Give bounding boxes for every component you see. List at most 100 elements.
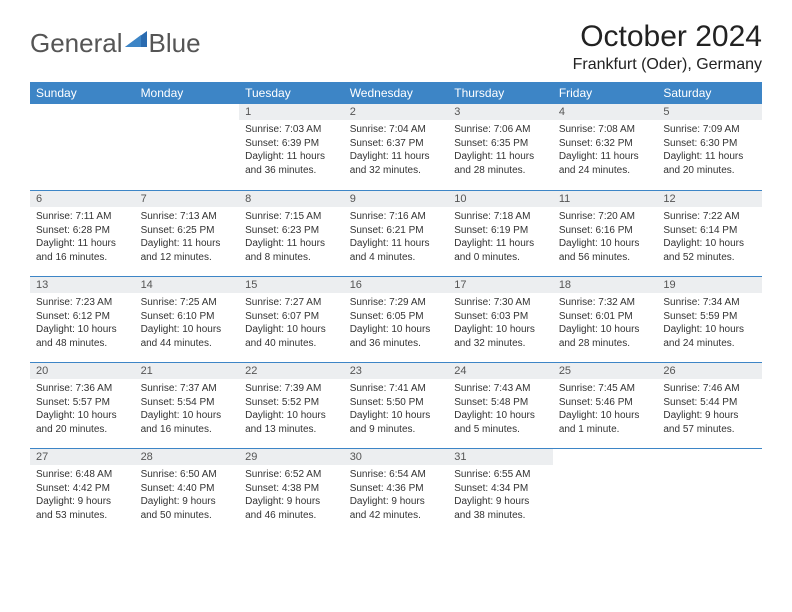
day-details: Sunrise: 7:39 AMSunset: 5:52 PMDaylight:…	[239, 379, 344, 440]
calendar-cell: 24Sunrise: 7:43 AMSunset: 5:48 PMDayligh…	[448, 362, 553, 448]
location-label: Frankfurt (Oder), Germany	[573, 56, 762, 74]
logo-triangle-icon	[125, 29, 147, 51]
sunrise-text: Sunrise: 7:06 AM	[454, 123, 547, 137]
sunset-text: Sunset: 4:36 PM	[350, 482, 443, 496]
calendar-table: SundayMondayTuesdayWednesdayThursdayFrid…	[30, 82, 762, 534]
day-number: 16	[344, 277, 449, 293]
day-number: 17	[448, 277, 553, 293]
daylight-text: Daylight: 11 hours and 8 minutes.	[245, 237, 338, 264]
sunrise-text: Sunrise: 7:18 AM	[454, 210, 547, 224]
daylight-text: Daylight: 10 hours and 32 minutes.	[454, 323, 547, 350]
logo: General Blue	[30, 28, 201, 59]
day-number: 4	[553, 104, 658, 120]
sunset-text: Sunset: 6:21 PM	[350, 224, 443, 238]
sunrise-text: Sunrise: 7:23 AM	[36, 296, 129, 310]
day-number: 25	[553, 363, 658, 379]
calendar-cell: 21Sunrise: 7:37 AMSunset: 5:54 PMDayligh…	[135, 362, 240, 448]
calendar-cell: 2Sunrise: 7:04 AMSunset: 6:37 PMDaylight…	[344, 104, 449, 190]
day-number: 28	[135, 449, 240, 465]
calendar-week-row: 27Sunrise: 6:48 AMSunset: 4:42 PMDayligh…	[30, 448, 762, 534]
day-number: 13	[30, 277, 135, 293]
day-details: Sunrise: 6:48 AMSunset: 4:42 PMDaylight:…	[30, 465, 135, 526]
sunrise-text: Sunrise: 7:03 AM	[245, 123, 338, 137]
day-number: 27	[30, 449, 135, 465]
daylight-text: Daylight: 9 hours and 50 minutes.	[141, 495, 234, 522]
month-title: October 2024	[573, 20, 762, 54]
sunrise-text: Sunrise: 6:55 AM	[454, 468, 547, 482]
daylight-text: Daylight: 11 hours and 28 minutes.	[454, 150, 547, 177]
header: General Blue October 2024 Frankfurt (Ode…	[30, 20, 762, 74]
daylight-text: Daylight: 11 hours and 4 minutes.	[350, 237, 443, 264]
daylight-text: Daylight: 10 hours and 36 minutes.	[350, 323, 443, 350]
sunset-text: Sunset: 6:01 PM	[559, 310, 652, 324]
calendar-cell: 15Sunrise: 7:27 AMSunset: 6:07 PMDayligh…	[239, 276, 344, 362]
calendar-cell: 20Sunrise: 7:36 AMSunset: 5:57 PMDayligh…	[30, 362, 135, 448]
sunrise-text: Sunrise: 6:52 AM	[245, 468, 338, 482]
daylight-text: Daylight: 10 hours and 28 minutes.	[559, 323, 652, 350]
calendar-header-row: SundayMondayTuesdayWednesdayThursdayFrid…	[30, 82, 762, 104]
daylight-text: Daylight: 10 hours and 24 minutes.	[663, 323, 756, 350]
daylight-text: Daylight: 10 hours and 44 minutes.	[141, 323, 234, 350]
calendar-cell: 14Sunrise: 7:25 AMSunset: 6:10 PMDayligh…	[135, 276, 240, 362]
day-number: 5	[657, 104, 762, 120]
sunset-text: Sunset: 5:54 PM	[141, 396, 234, 410]
sunset-text: Sunset: 5:52 PM	[245, 396, 338, 410]
calendar-cell: 11Sunrise: 7:20 AMSunset: 6:16 PMDayligh…	[553, 190, 658, 276]
daylight-text: Daylight: 11 hours and 16 minutes.	[36, 237, 129, 264]
day-details: Sunrise: 6:55 AMSunset: 4:34 PMDaylight:…	[448, 465, 553, 526]
calendar-week-row: 20Sunrise: 7:36 AMSunset: 5:57 PMDayligh…	[30, 362, 762, 448]
sunset-text: Sunset: 5:59 PM	[663, 310, 756, 324]
daylight-text: Daylight: 10 hours and 9 minutes.	[350, 409, 443, 436]
day-details: Sunrise: 7:23 AMSunset: 6:12 PMDaylight:…	[30, 293, 135, 354]
day-details: Sunrise: 7:20 AMSunset: 6:16 PMDaylight:…	[553, 207, 658, 268]
calendar-cell: 26Sunrise: 7:46 AMSunset: 5:44 PMDayligh…	[657, 362, 762, 448]
weekday-header: Saturday	[657, 82, 762, 104]
day-number: 15	[239, 277, 344, 293]
sunset-text: Sunset: 6:28 PM	[36, 224, 129, 238]
sunrise-text: Sunrise: 7:25 AM	[141, 296, 234, 310]
daylight-text: Daylight: 10 hours and 1 minute.	[559, 409, 652, 436]
day-details: Sunrise: 6:50 AMSunset: 4:40 PMDaylight:…	[135, 465, 240, 526]
sunset-text: Sunset: 4:42 PM	[36, 482, 129, 496]
sunset-text: Sunset: 6:03 PM	[454, 310, 547, 324]
daylight-text: Daylight: 11 hours and 12 minutes.	[141, 237, 234, 264]
weekday-header: Sunday	[30, 82, 135, 104]
sunset-text: Sunset: 5:46 PM	[559, 396, 652, 410]
calendar-cell: ..	[553, 448, 658, 534]
calendar-cell: ..	[135, 104, 240, 190]
day-details: Sunrise: 7:06 AMSunset: 6:35 PMDaylight:…	[448, 120, 553, 181]
calendar-cell: 3Sunrise: 7:06 AMSunset: 6:35 PMDaylight…	[448, 104, 553, 190]
sunrise-text: Sunrise: 7:27 AM	[245, 296, 338, 310]
sunrise-text: Sunrise: 7:46 AM	[663, 382, 756, 396]
calendar-cell: 28Sunrise: 6:50 AMSunset: 4:40 PMDayligh…	[135, 448, 240, 534]
day-number: 1	[239, 104, 344, 120]
calendar-cell: ..	[657, 448, 762, 534]
weekday-header: Friday	[553, 82, 658, 104]
sunrise-text: Sunrise: 7:04 AM	[350, 123, 443, 137]
daylight-text: Daylight: 10 hours and 13 minutes.	[245, 409, 338, 436]
sunset-text: Sunset: 6:14 PM	[663, 224, 756, 238]
day-details: Sunrise: 7:16 AMSunset: 6:21 PMDaylight:…	[344, 207, 449, 268]
day-number: 23	[344, 363, 449, 379]
calendar-cell: 18Sunrise: 7:32 AMSunset: 6:01 PMDayligh…	[553, 276, 658, 362]
sunrise-text: Sunrise: 7:16 AM	[350, 210, 443, 224]
sunrise-text: Sunrise: 7:13 AM	[141, 210, 234, 224]
daylight-text: Daylight: 10 hours and 48 minutes.	[36, 323, 129, 350]
day-details: Sunrise: 7:25 AMSunset: 6:10 PMDaylight:…	[135, 293, 240, 354]
sunrise-text: Sunrise: 7:41 AM	[350, 382, 443, 396]
day-number: 21	[135, 363, 240, 379]
daylight-text: Daylight: 10 hours and 20 minutes.	[36, 409, 129, 436]
sunset-text: Sunset: 4:34 PM	[454, 482, 547, 496]
day-details: Sunrise: 7:37 AMSunset: 5:54 PMDaylight:…	[135, 379, 240, 440]
day-details: Sunrise: 7:04 AMSunset: 6:37 PMDaylight:…	[344, 120, 449, 181]
sunrise-text: Sunrise: 6:54 AM	[350, 468, 443, 482]
sunset-text: Sunset: 6:19 PM	[454, 224, 547, 238]
calendar-cell: 16Sunrise: 7:29 AMSunset: 6:05 PMDayligh…	[344, 276, 449, 362]
sunrise-text: Sunrise: 7:15 AM	[245, 210, 338, 224]
daylight-text: Daylight: 9 hours and 53 minutes.	[36, 495, 129, 522]
calendar-week-row: ....1Sunrise: 7:03 AMSunset: 6:39 PMDayl…	[30, 104, 762, 190]
sunset-text: Sunset: 4:38 PM	[245, 482, 338, 496]
day-number: 9	[344, 191, 449, 207]
calendar-body: ....1Sunrise: 7:03 AMSunset: 6:39 PMDayl…	[30, 104, 762, 534]
calendar-cell: 7Sunrise: 7:13 AMSunset: 6:25 PMDaylight…	[135, 190, 240, 276]
